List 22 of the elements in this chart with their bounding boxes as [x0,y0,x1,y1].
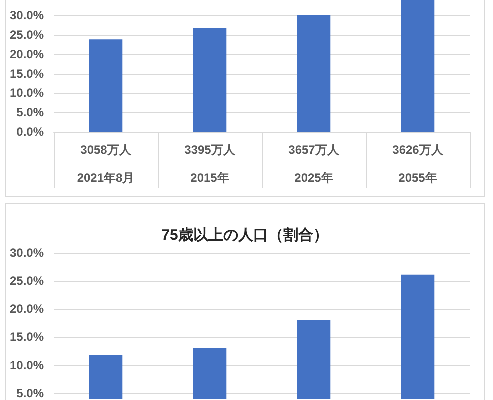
y-tick-label: 30.0% [10,246,44,260]
bar [297,16,331,132]
y-tick-label: 20.0% [10,47,44,62]
y-tick-label: 5.0% [16,386,44,400]
bar [89,40,123,132]
bar [193,28,227,132]
y-tick-label: 0.0% [16,125,44,139]
y-tick-label: 25.0% [10,28,44,42]
x-tick-label: 3395万人 2015年 [184,143,236,185]
y-tick-label: 30.0% [10,8,44,23]
x-tick-label: 3626万人 2055年 [392,143,444,185]
y-tick-label: 20.0% [10,302,44,316]
bar [401,0,435,132]
y-tick-label: 15.0% [10,66,44,81]
y-tick-label: 25.0% [10,274,44,288]
y-tick-label: 10.0% [10,86,44,100]
chart-title: 75歳以上の人口（割合） [162,227,328,244]
y-tick-label: 10.0% [10,358,44,372]
y-tick-label: 15.0% [10,330,44,344]
x-tick-label: 3058万人 2021年8月 [77,143,135,185]
y-tick-label: 5.0% [16,106,44,120]
x-tick-label: 3657万人 2025年 [288,143,340,185]
